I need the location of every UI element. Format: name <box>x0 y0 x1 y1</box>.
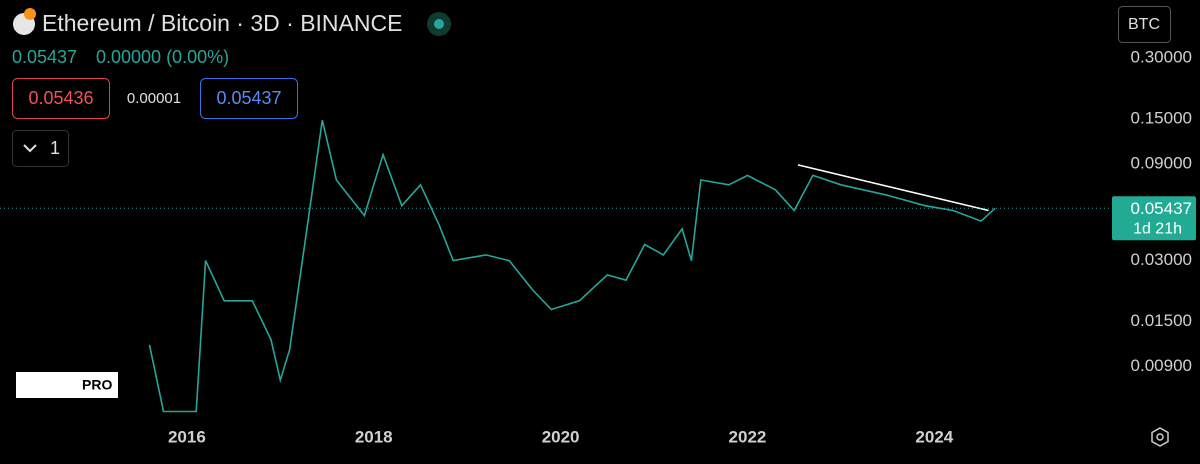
chevron <box>23 144 37 153</box>
settings-icon-center <box>1156 433 1164 441</box>
price-label-box <box>1112 196 1196 241</box>
bid-price: 0.05436 <box>28 88 93 108</box>
indicator-count: 1 <box>50 138 60 158</box>
y-tick-label: 0.15000 <box>1131 108 1192 127</box>
price-line <box>148 120 996 413</box>
y-tick-label: 0.00900 <box>1131 356 1192 375</box>
x-tick-label: 2018 <box>355 427 393 446</box>
spread: 0.00001 <box>127 90 181 107</box>
settings-icon <box>1151 427 1169 447</box>
currency: BTC <box>1128 16 1160 33</box>
symbol-title: Ethereum / Bitcoin · 3D · BINANCE <box>42 10 402 36</box>
x-tick-label: 2020 <box>542 427 580 446</box>
symbol-icon-btc <box>24 8 36 20</box>
trend-line <box>797 164 989 212</box>
buy-button[interactable] <box>200 78 298 119</box>
last-price: 0.05437 <box>12 47 77 67</box>
market-status-dot <box>434 19 444 29</box>
y-tick-label: 0.09000 <box>1131 153 1192 172</box>
settings-button[interactable] <box>1151 427 1169 447</box>
ask-price: 0.05437 <box>216 88 281 108</box>
y-tick-label: 0.03000 <box>1131 250 1192 269</box>
plot <box>0 120 1110 413</box>
sell-button[interactable] <box>12 78 110 119</box>
price-label: 0.05437 <box>1131 199 1192 218</box>
currency-button[interactable] <box>1118 6 1171 43</box>
price-change: 0.00000 (0.00%) <box>96 47 229 67</box>
x-tick-label: 2024 <box>915 427 953 446</box>
countdown: 1d 21h <box>1133 220 1182 237</box>
indicator-toggle[interactable] <box>12 130 69 167</box>
x-tick-label: 2022 <box>729 427 767 446</box>
logo-box <box>16 372 118 398</box>
logo-text: PRO <box>82 377 112 393</box>
y-tick-label: 0.30000 <box>1131 47 1192 66</box>
tv-logo: PRO <box>16 372 118 398</box>
x-tick-label: 2016 <box>168 427 206 446</box>
y-tick-label: 0.01500 <box>1131 311 1192 330</box>
